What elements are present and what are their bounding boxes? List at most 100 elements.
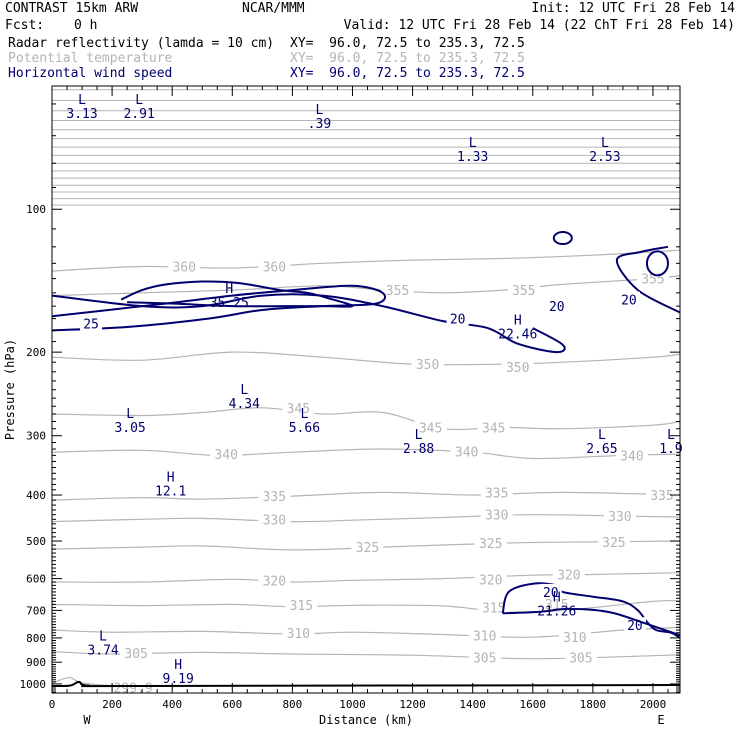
extremum-value: 2.53 (589, 150, 620, 165)
fcst-label: Fcst: (5, 18, 45, 33)
x-tick-label: 800 (282, 698, 302, 711)
center-title: NCAR/MMM (242, 1, 305, 16)
x-tick-label: 1600 (520, 698, 547, 711)
theta-label: 325 (479, 537, 502, 552)
y-tick-label: 500 (26, 535, 46, 548)
y-tick-label: 400 (26, 489, 46, 502)
y-tick-label: 600 (26, 573, 46, 586)
theta-label: 325 (602, 536, 625, 551)
theta-label-bg (468, 649, 501, 665)
theta-label: 330 (263, 513, 286, 528)
init-time: Init: 12 UTC Fri 28 Feb 14 (531, 1, 736, 16)
extremum-marker: H (225, 282, 233, 297)
theta-contour-350 (52, 351, 680, 366)
theta-label-bg (603, 508, 636, 524)
theta-label: 355 (386, 284, 409, 299)
theta-label-bg (414, 419, 447, 435)
field-theta-xy: XY= 96.0, 72.5 to 235.3, 72.5 (290, 51, 525, 66)
theta-label: 335 (650, 489, 673, 504)
y-tick-label: 900 (26, 656, 46, 669)
extremum-value: 1.33 (457, 150, 488, 165)
theta-label: 320 (557, 568, 580, 583)
theta-label: 299.9 (114, 682, 153, 697)
theta-label: 350 (506, 361, 529, 376)
extremum-marker: L (598, 428, 606, 443)
wind-contour (502, 607, 680, 637)
extremum-value: 5.66 (289, 421, 320, 436)
theta-label-bg (645, 487, 678, 503)
theta-label-bg (285, 597, 318, 613)
theta-label: 340 (215, 448, 238, 463)
extremum-marker: L (126, 407, 134, 422)
theta-contour-340 (52, 448, 680, 460)
extremum-marker: L (99, 629, 107, 644)
theta-label: 335 (485, 486, 508, 501)
theta-label-bg (282, 399, 315, 415)
theta-label-bg (480, 506, 513, 522)
theta-label-bg (258, 572, 291, 588)
fcst-value: 0 h (74, 18, 98, 33)
extremum-marker: H (514, 314, 522, 329)
extremum-marker: L (469, 136, 477, 151)
wind-label-bg (617, 291, 640, 307)
wind-label: 20 (621, 294, 637, 309)
theta-contour-320 (52, 572, 680, 583)
extremum-value: 3.74 (87, 643, 118, 658)
theta-label: 305 (124, 647, 147, 662)
wind-contour (615, 245, 680, 314)
theta-label: 340 (455, 446, 478, 461)
theta-label: 320 (263, 574, 286, 589)
theta-label-bg (480, 484, 513, 500)
extremum-marker: L (300, 407, 308, 422)
theta-contour-330 (52, 514, 680, 523)
ground-line (52, 680, 680, 688)
x-tick-label: 1400 (459, 698, 486, 711)
theta-label: 345 (287, 402, 310, 417)
theta-label-bg (351, 539, 384, 555)
theta-label: 355 (641, 273, 664, 288)
theta-label-bg (258, 511, 291, 527)
west-end-label: W (83, 713, 91, 727)
theta-label-bg (552, 566, 585, 582)
theta-label-bg (474, 535, 507, 551)
x-axis-label: Distance (km) (319, 713, 413, 727)
y-tick-label: 1000 (20, 678, 47, 691)
extremum-marker: L (240, 383, 248, 398)
extremum-value: 4.34 (229, 397, 260, 412)
field-wind-name: Horizontal wind speed (8, 66, 173, 81)
field-wind-xy: XY= 96.0, 72.5 to 235.3, 72.5 (290, 66, 525, 81)
theta-label: 350 (416, 358, 439, 373)
theta-label: 345 (419, 421, 442, 436)
theta-label: 315 (290, 599, 313, 614)
theta-label-bg (477, 419, 510, 435)
y-axis-label: Pressure (hPa) (3, 339, 17, 440)
theta-label: 340 (620, 449, 643, 464)
theta-label-bg (411, 356, 444, 372)
theta-contour-315 (52, 599, 680, 613)
theta-label-bg (615, 447, 648, 463)
x-tick-label: 1200 (399, 698, 426, 711)
extremum-value: 2.91 (123, 107, 154, 122)
field-reflectivity-name: Radar reflectivity (lamda = 10 cm) (8, 36, 275, 51)
x-tick-label: 200 (102, 698, 122, 711)
theta-label-bg (468, 627, 501, 643)
theta-label: 335 (263, 490, 286, 505)
extremum-value: 21.26 (537, 604, 576, 619)
theta-label-bg (540, 595, 573, 611)
y-tick-label: 700 (26, 604, 46, 617)
field-reflectivity-xy: XY= 96.0, 72.5 to 235.3, 72.5 (290, 36, 525, 51)
x-tick-label: 1000 (339, 698, 366, 711)
extremum-value: 22.46 (498, 328, 537, 343)
theta-label: 355 (512, 284, 535, 299)
extremum-marker: L (316, 103, 324, 118)
theta-label: 345 (482, 421, 505, 436)
extremum-marker: H (167, 471, 175, 486)
theta-label-bg (450, 443, 483, 459)
y-tick-label: 100 (26, 203, 46, 216)
model-title: CONTRAST 15km ARW (5, 1, 139, 16)
theta-contour-325 (52, 540, 680, 551)
wind-label-bg (80, 315, 103, 331)
